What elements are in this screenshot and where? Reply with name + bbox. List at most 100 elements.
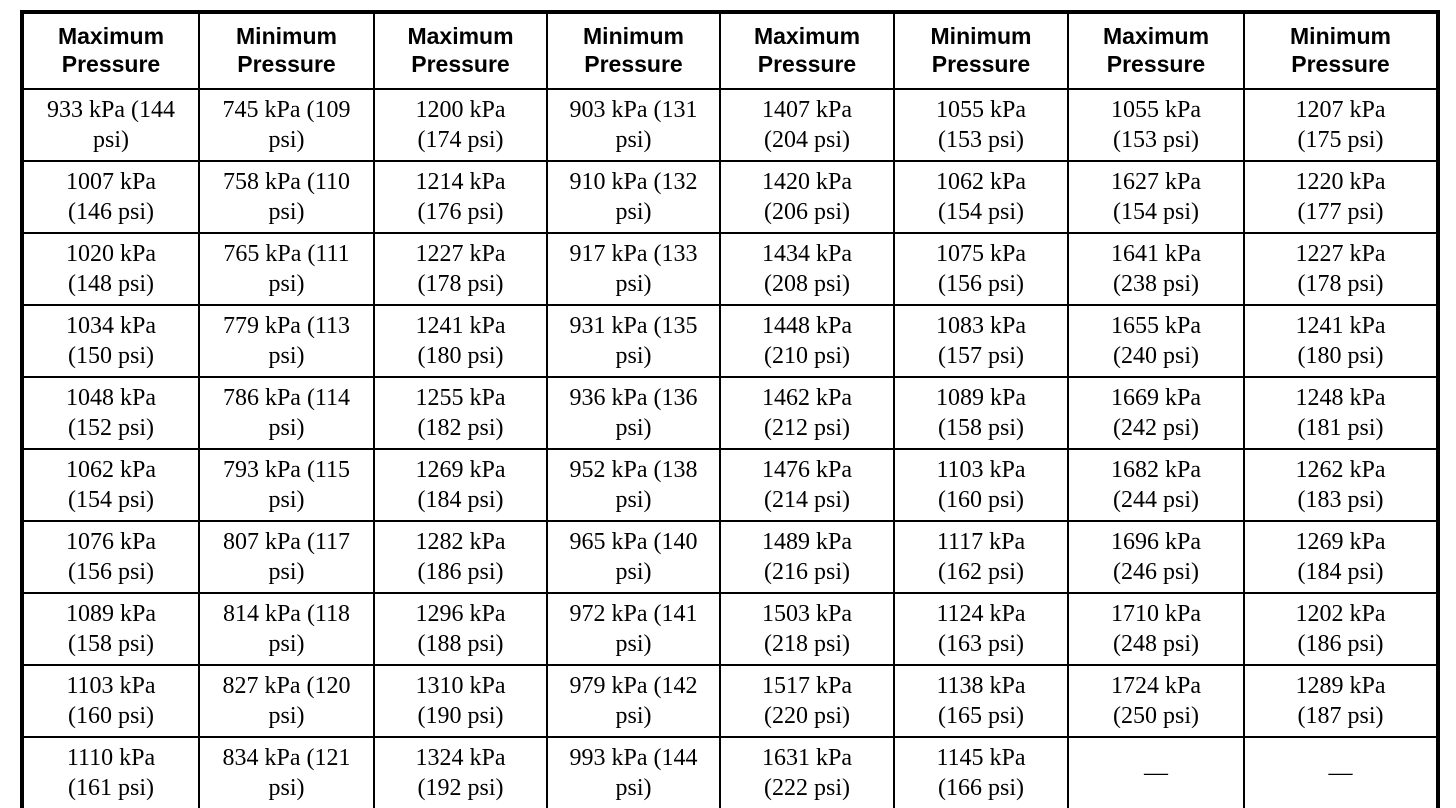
pressure-cell: 979 kPa (142 psi) xyxy=(546,664,721,738)
pressure-cell: 1489 kPa (216 psi) xyxy=(719,520,895,594)
pressure-cell: 1476 kPa (214 psi) xyxy=(719,448,895,522)
pressure-cell: 1103 kPa (160 psi) xyxy=(21,664,200,738)
pressure-cell: 786 kPa (114 psi) xyxy=(198,376,375,450)
pressure-cell: 1089 kPa (158 psi) xyxy=(21,592,200,666)
pressure-cell: 1110 kPa (161 psi) xyxy=(21,736,200,808)
column-header: Minimum Pressure xyxy=(1243,11,1439,90)
pressure-cell: 807 kPa (117 psi) xyxy=(198,520,375,594)
pressure-cell: 1124 kPa (163 psi) xyxy=(893,592,1069,666)
pressure-cell: 1655 kPa (240 psi) xyxy=(1067,304,1245,378)
pressure-cell: 1448 kPa (210 psi) xyxy=(719,304,895,378)
pressure-cell: 1310 kPa (190 psi) xyxy=(373,664,548,738)
column-header: Minimum Pressure xyxy=(198,11,375,90)
pressure-cell: 758 kPa (110 psi) xyxy=(198,160,375,234)
pressure-cell: 793 kPa (115 psi) xyxy=(198,448,375,522)
pressure-cell: 1724 kPa (250 psi) xyxy=(1067,664,1245,738)
pressure-cell: 1627 kPa (154 psi) xyxy=(1067,160,1245,234)
table-row: Maximum Pressure Minimum Pressure Maximum … xyxy=(21,11,1439,90)
table-row: 1062 kPa (154 psi) 793 kPa (115 psi) 1269 … xyxy=(21,448,1439,522)
pressure-cell: 1641 kPa (238 psi) xyxy=(1067,232,1245,306)
table-row: 1048 kPa (152 psi) 786 kPa (114 psi) 1255 … xyxy=(21,376,1439,450)
column-header: Maximum Pressure xyxy=(719,11,895,90)
table-row: 1020 kPa (148 psi) 765 kPa (111 psi) 1227 … xyxy=(21,232,1439,306)
table-row: 933 kPa (144 psi) 745 kPa (109 psi) 1200 k… xyxy=(21,88,1439,162)
pressure-cell: 827 kPa (120 psi) xyxy=(198,664,375,738)
pressure-cell: 1669 kPa (242 psi) xyxy=(1067,376,1245,450)
pressure-cell: 965 kPa (140 psi) xyxy=(546,520,721,594)
column-header: Minimum Pressure xyxy=(546,11,721,90)
pressure-cell: 1200 kPa (174 psi) xyxy=(373,88,548,162)
pressure-table: Maximum Pressure Minimum Pressure Maximum … xyxy=(20,10,1440,808)
pressure-cell: 1696 kPa (246 psi) xyxy=(1067,520,1245,594)
pressure-cell: 933 kPa (144 psi) xyxy=(21,88,200,162)
pressure-cell: 1117 kPa (162 psi) xyxy=(893,520,1069,594)
pressure-cell: 1517 kPa (220 psi) xyxy=(719,664,895,738)
pressure-cell: 834 kPa (121 psi) xyxy=(198,736,375,808)
table-row: 1034 kPa (150 psi) 779 kPa (113 psi) 1241 … xyxy=(21,304,1439,378)
pressure-cell: 1282 kPa (186 psi) xyxy=(373,520,548,594)
pressure-cell: 1227 kPa (178 psi) xyxy=(373,232,548,306)
pressure-cell: 972 kPa (141 psi) xyxy=(546,592,721,666)
pressure-cell: 1034 kPa (150 psi) xyxy=(21,304,200,378)
pressure-cell: 1062 kPa (154 psi) xyxy=(21,448,200,522)
pressure-cell: 1062 kPa (154 psi) xyxy=(893,160,1069,234)
column-header: Maximum Pressure xyxy=(21,11,200,90)
pressure-cell: 1248 kPa (181 psi) xyxy=(1243,376,1439,450)
table-header-row: Maximum Pressure Minimum Pressure Maximum … xyxy=(21,11,1439,90)
pressure-cell: 765 kPa (111 psi) xyxy=(198,232,375,306)
pressure-cell: — xyxy=(1243,736,1439,808)
pressure-cell: 936 kPa (136 psi) xyxy=(546,376,721,450)
pressure-cell: 1296 kPa (188 psi) xyxy=(373,592,548,666)
pressure-cell: 1241 kPa (180 psi) xyxy=(373,304,548,378)
pressure-cell: 1220 kPa (177 psi) xyxy=(1243,160,1439,234)
pressure-cell: 1103 kPa (160 psi) xyxy=(893,448,1069,522)
pressure-cell: 1269 kPa (184 psi) xyxy=(373,448,548,522)
table-body: 933 kPa (144 psi) 745 kPa (109 psi) 1200 k… xyxy=(21,88,1439,808)
pressure-cell: 917 kPa (133 psi) xyxy=(546,232,721,306)
pressure-cell: 1503 kPa (218 psi) xyxy=(719,592,895,666)
pressure-cell: 1048 kPa (152 psi) xyxy=(21,376,200,450)
pressure-cell: 1076 kPa (156 psi) xyxy=(21,520,200,594)
pressure-cell: 903 kPa (131 psi) xyxy=(546,88,721,162)
pressure-cell: 1255 kPa (182 psi) xyxy=(373,376,548,450)
pressure-cell: 745 kPa (109 psi) xyxy=(198,88,375,162)
pressure-cell: 779 kPa (113 psi) xyxy=(198,304,375,378)
table-row: 1110 kPa (161 psi) 834 kPa (121 psi) 1324 … xyxy=(21,736,1439,808)
pressure-cell: 931 kPa (135 psi) xyxy=(546,304,721,378)
pressure-cell: 1202 kPa (186 psi) xyxy=(1243,592,1439,666)
table-row: 1103 kPa (160 psi) 827 kPa (120 psi) 1310 … xyxy=(21,664,1439,738)
table-row: 1089 kPa (158 psi) 814 kPa (118 psi) 1296 … xyxy=(21,592,1439,666)
pressure-cell: 1075 kPa (156 psi) xyxy=(893,232,1069,306)
pressure-cell: 1145 kPa (166 psi) xyxy=(893,736,1069,808)
pressure-cell: 1262 kPa (183 psi) xyxy=(1243,448,1439,522)
pressure-cell: 1289 kPa (187 psi) xyxy=(1243,664,1439,738)
pressure-cell: 952 kPa (138 psi) xyxy=(546,448,721,522)
pressure-cell: 1207 kPa (175 psi) xyxy=(1243,88,1439,162)
pressure-cell: 1055 kPa (153 psi) xyxy=(893,88,1069,162)
pressure-cell: 1020 kPa (148 psi) xyxy=(21,232,200,306)
column-header: Maximum Pressure xyxy=(373,11,548,90)
pressure-cell: 1682 kPa (244 psi) xyxy=(1067,448,1245,522)
pressure-cell: 993 kPa (144 psi) xyxy=(546,736,721,808)
pressure-cell: 1324 kPa (192 psi) xyxy=(373,736,548,808)
column-header: Maximum Pressure xyxy=(1067,11,1245,90)
pressure-cell: 1083 kPa (157 psi) xyxy=(893,304,1069,378)
table-row: 1007 kPa (146 psi) 758 kPa (110 psi) 1214 … xyxy=(21,160,1439,234)
pressure-cell: 1420 kPa (206 psi) xyxy=(719,160,895,234)
pressure-cell: 1269 kPa (184 psi) xyxy=(1243,520,1439,594)
pressure-cell: 1138 kPa (165 psi) xyxy=(893,664,1069,738)
pressure-cell: 1241 kPa (180 psi) xyxy=(1243,304,1439,378)
pressure-cell: 1089 kPa (158 psi) xyxy=(893,376,1069,450)
pressure-cell: 1631 kPa (222 psi) xyxy=(719,736,895,808)
pressure-cell: — xyxy=(1067,736,1245,808)
pressure-cell: 1710 kPa (248 psi) xyxy=(1067,592,1245,666)
pressure-cell: 1407 kPa (204 psi) xyxy=(719,88,895,162)
pressure-cell: 1007 kPa (146 psi) xyxy=(21,160,200,234)
column-header: Minimum Pressure xyxy=(893,11,1069,90)
pressure-cell: 1434 kPa (208 psi) xyxy=(719,232,895,306)
pressure-cell: 1055 kPa (153 psi) xyxy=(1067,88,1245,162)
pressure-cell: 1462 kPa (212 psi) xyxy=(719,376,895,450)
pressure-cell: 1227 kPa (178 psi) xyxy=(1243,232,1439,306)
pressure-cell: 814 kPa (118 psi) xyxy=(198,592,375,666)
